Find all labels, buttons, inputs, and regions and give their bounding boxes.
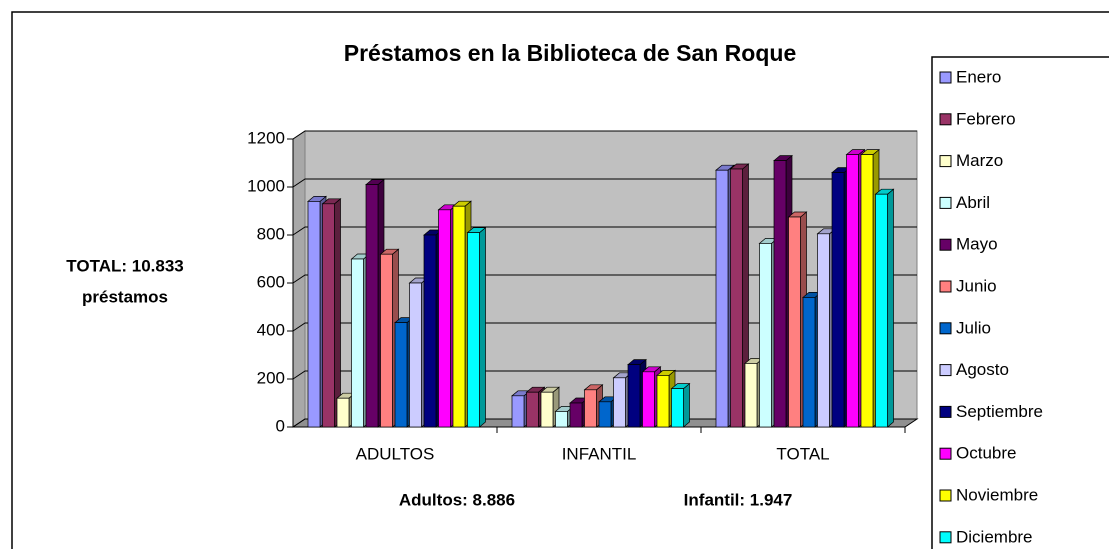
legend-swatch <box>939 489 952 502</box>
grid-line <box>292 226 917 236</box>
bar <box>555 411 568 428</box>
grid-line <box>292 322 917 332</box>
bar <box>627 364 641 428</box>
legend-swatch <box>939 322 952 335</box>
x-tick-label: TOTAL <box>776 444 829 463</box>
bar <box>642 371 655 428</box>
legend-label: Enero <box>956 67 1001 86</box>
bar-side <box>479 226 486 428</box>
chart-title: Préstamos en la Biblioteca de San Roque <box>344 40 796 66</box>
y-tick-label: 400 <box>257 320 285 339</box>
legend-label: Febrero <box>956 109 1016 128</box>
y-tick-label: 200 <box>257 368 285 387</box>
bar <box>671 388 684 428</box>
legend-swatch <box>939 238 952 251</box>
legend-swatch <box>939 71 952 84</box>
legend-label: Mayo <box>956 235 998 254</box>
legend-label: Marzo <box>956 151 1003 170</box>
legend-swatch <box>939 447 952 460</box>
legend-swatch <box>939 155 952 168</box>
bar <box>322 203 335 428</box>
bar <box>788 216 801 428</box>
y-tick-label: 600 <box>257 272 285 291</box>
bar-side <box>334 198 341 428</box>
bar <box>467 232 480 428</box>
legend-label: Diciembre <box>956 527 1033 546</box>
bar <box>336 397 350 428</box>
bar <box>860 154 874 428</box>
y-tick-label: 0 <box>276 416 285 435</box>
bar <box>438 209 451 428</box>
bar <box>759 243 772 428</box>
bar <box>817 233 830 428</box>
bar <box>380 253 393 428</box>
bar <box>846 154 859 428</box>
legend-label: Agosto <box>956 360 1009 379</box>
bar <box>730 168 743 428</box>
legend-label: Julio <box>956 318 991 337</box>
bar <box>715 169 729 428</box>
bar <box>307 201 321 428</box>
legend-swatch <box>939 196 952 209</box>
bar <box>569 402 583 428</box>
bar <box>394 322 408 428</box>
grid-line <box>292 370 917 380</box>
grid-line <box>292 130 917 140</box>
x-tick-label: ADULTOS <box>356 444 435 463</box>
bar <box>831 172 845 428</box>
legend-swatch <box>939 280 952 293</box>
grid-line <box>292 274 917 284</box>
legend-label: Octubre <box>956 444 1016 463</box>
legend-label: Junio <box>956 276 997 295</box>
legend-label: Septiembre <box>956 402 1043 421</box>
bar <box>409 282 422 428</box>
grid-line <box>292 178 917 188</box>
annotation: Adultos: 8.886 <box>399 490 515 509</box>
legend-swatch <box>939 531 952 544</box>
bar-side <box>683 382 690 428</box>
legend-label: Noviembre <box>956 485 1038 504</box>
annotation: Infantil: 1.947 <box>684 490 793 509</box>
legend-swatch <box>939 113 952 126</box>
bar <box>423 234 437 428</box>
bar <box>656 375 670 428</box>
bar <box>452 205 466 428</box>
x-tick-label: INFANTIL <box>562 444 637 463</box>
bar-side <box>887 188 894 428</box>
bar <box>875 193 888 428</box>
annotation: TOTAL: 10.833 <box>66 256 183 275</box>
grid-line <box>292 418 917 428</box>
bar <box>598 401 612 428</box>
bar <box>365 184 379 428</box>
bar <box>584 389 597 428</box>
legend-swatch <box>939 364 952 377</box>
legend-swatch <box>939 405 952 418</box>
y-tick-label: 1000 <box>247 176 285 195</box>
bar <box>773 160 787 428</box>
bar <box>540 391 554 428</box>
bar <box>613 377 626 428</box>
bar <box>351 258 364 428</box>
annotation: préstamos <box>82 287 168 306</box>
y-tick-label: 1200 <box>247 128 285 147</box>
legend <box>931 56 1109 549</box>
bar <box>526 391 539 428</box>
legend-label: Abril <box>956 193 990 212</box>
bar <box>802 297 816 428</box>
bar <box>511 395 525 428</box>
bar <box>744 363 758 428</box>
y-tick-label: 800 <box>257 224 285 243</box>
